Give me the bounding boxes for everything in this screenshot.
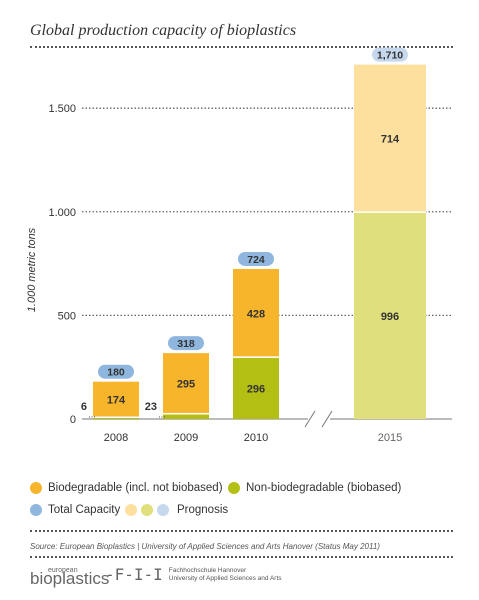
source-divider: [30, 530, 453, 532]
legend-swatch-biodegradable: [30, 482, 42, 494]
bar-segment-non-biodegradable: [93, 417, 139, 419]
bar-segment-biodegradable: [163, 353, 209, 414]
bar-segment-non-biodegradable: [233, 357, 279, 419]
legend-swatch-non-biodegradable: [228, 482, 240, 494]
x-tick-label: 2008: [104, 432, 128, 444]
y-tick-label: 1.000: [48, 207, 76, 219]
total-badge: [168, 336, 204, 351]
chart-title: Global production capacity of bioplastic…: [30, 22, 297, 39]
legend-swatch-prognosis-biodegradable: [125, 504, 137, 516]
logo-text-bioplastics: bioplastics: [30, 569, 110, 588]
axis-break-mark: [304, 410, 316, 428]
legend-item-non-biodegradable: Non-biodegradable (biobased): [228, 482, 401, 494]
data-label-biodegradable: 295: [177, 379, 195, 391]
total-badge: [238, 251, 274, 266]
data-label-biodegradable: 714: [381, 134, 400, 146]
x-tick-label: 2015: [378, 432, 402, 444]
legend-item-total: Total Capacity: [30, 504, 120, 516]
legend-label-prognosis: Prognosis: [177, 504, 229, 516]
bar-segment-non-biodegradable: [354, 212, 426, 419]
total-badge: [98, 364, 134, 379]
european-bioplastics-logo: european bioplastics: [30, 567, 110, 588]
bar-chart: 0 500 1.000 1.500 2008 2009 2010 2015 174 6 180 29…: [26, 47, 452, 444]
bar-segment-non-biodegradable: [163, 414, 209, 419]
total-label: 724: [247, 254, 265, 266]
total-label: 180: [107, 367, 125, 379]
fachhochschule-hannover-logo: -F-I-I Fachhochschule Hannover Universit…: [105, 565, 282, 584]
legend-swatch-total: [30, 504, 42, 516]
fh-line-2: University of Applied Sciences and Arts: [168, 574, 282, 582]
y-tick-label: 0: [70, 414, 76, 426]
x-tick-label: 2010: [244, 432, 268, 444]
axis-break-mark: [321, 410, 333, 428]
legend-item-biodegradable: Biodegradable (incl. not biobased): [30, 482, 223, 494]
data-label-biodegradable: 174: [107, 395, 126, 407]
bar-segment-biodegradable: [233, 268, 279, 357]
data-label-non-biodegradable: 6: [81, 401, 87, 413]
bar-segment-biodegradable: [93, 381, 139, 417]
footer-divider: [30, 556, 453, 558]
legend-label-biodegradable: Biodegradable (incl. not biobased): [48, 482, 223, 494]
data-label-non-biodegradable: 296: [247, 383, 265, 395]
x-tick-label: 2009: [174, 432, 198, 444]
data-label-non-biodegradable: 23: [145, 401, 157, 413]
bar-segment-biodegradable: [354, 64, 426, 212]
fh-line-1: Fachhochschule Hannover: [168, 566, 247, 574]
legend-label-non-biodegradable: Non-biodegradable (biobased): [246, 482, 402, 494]
logo-text-european: european: [48, 567, 78, 574]
y-tick-label: 1.500: [48, 103, 76, 115]
y-tick-label: 500: [58, 310, 76, 322]
legend-swatch-prognosis-non-biodegradable: [141, 504, 153, 516]
legend-swatch-prognosis-total: [157, 504, 169, 516]
source-note: Source: European Bioplastics | Universit…: [30, 542, 380, 551]
legend-label-total: Total Capacity: [48, 504, 121, 516]
total-label: 1,710: [377, 50, 403, 62]
y-axis-label: 1.000 metric tons: [26, 227, 38, 312]
fh-logo-mark-icon: -F-I-I: [105, 565, 163, 584]
legend-item-prognosis: Prognosis: [125, 504, 228, 516]
title-divider: [30, 46, 453, 48]
total-label: 318: [177, 338, 195, 350]
data-label-biodegradable: 428: [247, 308, 265, 320]
total-badge: [372, 47, 408, 62]
data-label-non-biodegradable: 996: [381, 311, 399, 323]
